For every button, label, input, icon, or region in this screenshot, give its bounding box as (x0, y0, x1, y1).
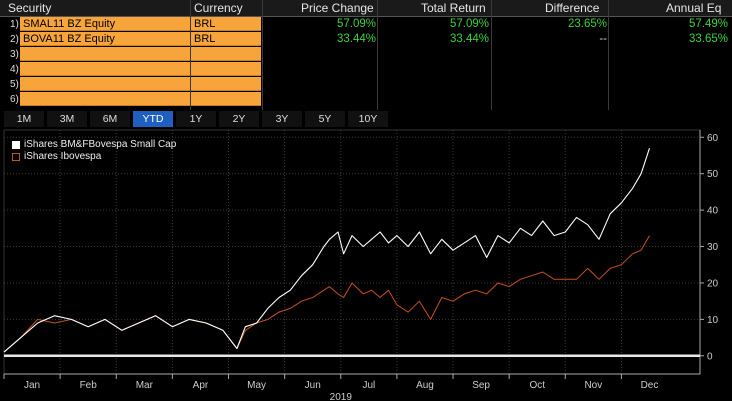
x-axis-year-label: 2019 (330, 392, 353, 401)
header-difference[interactable]: Difference (545, 1, 600, 15)
period-button-10y[interactable]: 10Y (348, 111, 388, 127)
header-total-return[interactable]: Total Return (421, 1, 486, 15)
currency-field[interactable]: BRL (191, 32, 261, 46)
legend-swatch-orange (12, 153, 20, 161)
period-button-1y[interactable]: 1Y (176, 111, 216, 127)
series-line-ibovespa[interactable] (3, 235, 650, 353)
row-number: 6) (10, 94, 19, 105)
x-tick-label: Feb (80, 380, 98, 391)
header-security[interactable]: Security (8, 1, 52, 15)
table-row[interactable]: 4) (0, 62, 732, 77)
x-tick-label: Sep (472, 380, 490, 391)
row-number: 4) (10, 64, 19, 75)
price-change-value: 33.44% (336, 33, 376, 45)
performance-chart: 0 10 20 30 40 50 60 Jan Feb Mar Apr May Jun Jul Aug Sep… (3, 129, 719, 401)
period-button-3m[interactable]: 3M (47, 111, 87, 127)
y-tick-label: 20 (707, 278, 719, 289)
annual-eq-value: 33.65% (688, 33, 728, 45)
x-tick-label: Mar (136, 380, 154, 391)
series-line-small-cap[interactable] (3, 148, 651, 353)
legend-item-small-cap[interactable]: iShares BM&FBovespa Small Cap (12, 139, 176, 151)
total-return-value: 57.09% (449, 18, 489, 30)
y-tick-label: 60 (707, 133, 719, 144)
row-number: 3) (10, 49, 19, 60)
header-price-change[interactable]: Price Change (301, 1, 374, 15)
period-button-6m[interactable]: 6M (90, 111, 130, 127)
period-button-2y[interactable]: 2Y (219, 111, 259, 127)
period-button-ytd[interactable]: YTD (133, 111, 173, 127)
security-field[interactable] (20, 47, 190, 61)
period-button-1m[interactable]: 1M (4, 111, 44, 127)
security-field[interactable]: BOVA11 BZ Equity (20, 32, 190, 46)
legend-label-ibovespa: iShares Ibovespa (24, 151, 102, 162)
period-button-5y[interactable]: 5Y (305, 111, 345, 127)
row-number: 2) (10, 34, 19, 45)
currency-field[interactable] (191, 62, 261, 76)
x-tick-label: Apr (193, 380, 209, 391)
legend-label-small-cap: iShares BM&FBovespa Small Cap (24, 139, 177, 150)
currency-field[interactable] (191, 77, 261, 91)
y-tick-label: 30 (707, 242, 719, 253)
y-tick-label: 40 (707, 206, 719, 217)
security-field[interactable] (20, 77, 190, 91)
legend-item-ibovespa[interactable]: iShares Ibovespa (12, 151, 176, 163)
currency-field[interactable] (191, 47, 261, 61)
chart-legend: iShares BM&FBovespa Small Cap iShares Ib… (12, 139, 176, 163)
x-tick-label: Nov (584, 380, 602, 391)
y-tick-label: 10 (707, 315, 719, 326)
x-tick-label: Jul (362, 380, 375, 391)
legend-swatch-white (12, 141, 20, 149)
difference-value: -- (599, 33, 607, 45)
table-row[interactable]: 6) (0, 92, 732, 107)
period-selector: 1M 3M 6M YTD 1Y 2Y 3Y 5Y 10Y (0, 111, 390, 127)
currency-field[interactable] (191, 92, 261, 106)
period-button-3y[interactable]: 3Y (262, 111, 302, 127)
x-tick-label: Aug (416, 380, 434, 391)
total-return-value: 33.44% (449, 33, 489, 45)
table-row[interactable]: 5) (0, 77, 732, 92)
currency-field[interactable]: BRL (191, 17, 261, 31)
price-change-value: 57.09% (336, 18, 376, 30)
row-number: 1) (10, 19, 19, 30)
table-row[interactable]: 3) (0, 47, 732, 62)
plot-area (3, 129, 701, 375)
x-tick-label: Oct (529, 380, 545, 391)
security-field[interactable] (20, 92, 190, 106)
security-field[interactable]: SMAL11 BZ Equity (20, 17, 190, 31)
x-tick-label: Jun (305, 380, 321, 391)
security-field[interactable] (20, 62, 190, 76)
table-header: Security Currency Price Change Total Ret… (0, 0, 732, 17)
x-tick-label: Jan (24, 380, 40, 391)
table-row[interactable]: 1) SMAL11 BZ Equity BRL 57.09% 57.09% 23.65% 5… (0, 17, 732, 32)
row-number: 5) (10, 79, 19, 90)
difference-value: 23.65% (567, 18, 607, 30)
y-tick-label: 0 (707, 351, 713, 362)
header-annual-eq[interactable]: Annual Eq (666, 1, 722, 15)
table-row[interactable]: 2) BOVA11 BZ Equity BRL 33.44% 33.44% -- 33.65… (0, 32, 732, 47)
annual-eq-value: 57.49% (688, 18, 728, 30)
x-tick-label: May (247, 380, 266, 391)
header-currency[interactable]: Currency (194, 1, 243, 15)
y-tick-label: 50 (707, 169, 719, 180)
x-tick-label: Dec (641, 380, 659, 391)
